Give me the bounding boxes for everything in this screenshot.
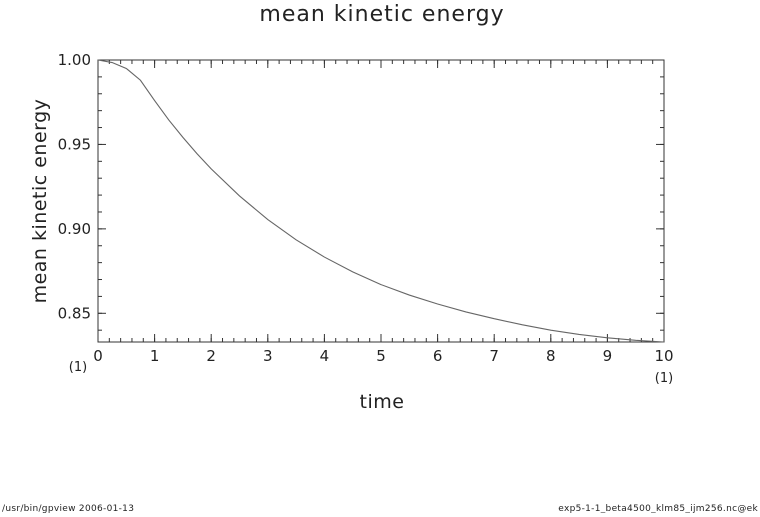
series-line [97, 59, 665, 343]
x-tick-label: 7 [489, 347, 499, 365]
footer-left-text: /usr/bin/gpview 2006-01-13 [2, 504, 134, 513]
footer-right-text: exp5-1-1_beta4500_klm85_ijm256.nc@ek [558, 504, 758, 513]
x-tick-label: 2 [206, 347, 216, 365]
axis-ticks [97, 59, 665, 342]
x-axis-unit-left: (1) [69, 360, 87, 375]
x-tick-label: 9 [603, 347, 613, 365]
x-tick-label: 0 [93, 347, 103, 365]
plot-frame [97, 59, 665, 343]
x-tick-label: 6 [433, 347, 443, 365]
x-tick-label: 4 [320, 347, 330, 365]
tick-labels: 0 1 2 3 4 5 6 7 8 9 10 0.85 0.90 0.95 1.00 [58, 51, 674, 365]
y-axis-label: mean kinetic energy [29, 99, 51, 304]
x-tick-label: 3 [263, 347, 273, 365]
x-axis-unit-right: (1) [655, 371, 673, 386]
y-tick-label: 0.90 [58, 220, 91, 238]
x-tick-label: 5 [376, 347, 386, 365]
x-tick-label: 10 [654, 347, 673, 365]
x-tick-label: 1 [150, 347, 160, 365]
y-tick-label: 1.00 [58, 51, 91, 69]
y-tick-label: 0.85 [58, 304, 91, 322]
chart-title: mean kinetic energy [259, 2, 504, 27]
x-tick-label: 8 [546, 347, 556, 365]
x-axis-label: time [360, 391, 405, 413]
y-tick-label: 0.95 [58, 135, 91, 153]
data-series [97, 59, 665, 343]
